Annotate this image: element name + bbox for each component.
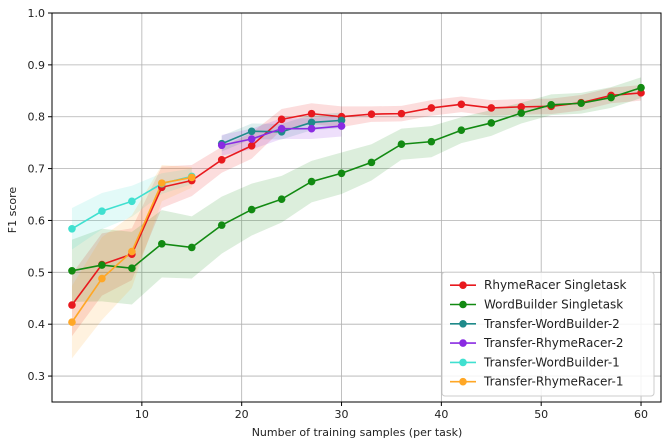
data-point	[247, 135, 256, 143]
x-tick-label: 30	[335, 408, 349, 421]
x-axis-label: Number of training samples (per task)	[252, 426, 463, 439]
data-point	[397, 109, 406, 118]
series-line	[71, 86, 642, 272]
x-tick-label: 20	[235, 408, 249, 421]
data-point	[158, 179, 166, 187]
data-point	[217, 155, 226, 164]
data-point	[98, 261, 106, 269]
y-tick-label: 0.4	[28, 318, 46, 331]
data-point	[128, 247, 136, 256]
legend: RhymeRacer Singletask WordBuilder Singlet…	[441, 271, 655, 397]
confidence-band	[71, 164, 192, 359]
data-point	[337, 116, 346, 125]
legend-entry-label: Transfer-WordBuilder-2	[483, 317, 620, 331]
data-point	[68, 224, 76, 233]
data-point	[217, 141, 226, 150]
data-point	[247, 205, 256, 214]
data-point	[128, 197, 136, 206]
legend-swatch-marker	[459, 377, 467, 386]
data-point	[457, 126, 466, 135]
series-points	[68, 83, 645, 326]
legend-entry-label: Transfer-WordBuilder-1	[483, 355, 620, 369]
data-point	[397, 140, 406, 149]
data-point	[367, 110, 376, 118]
data-point	[307, 124, 316, 133]
data-point	[427, 104, 436, 112]
x-axis-ticks: 10 20 30 40 50 60	[135, 402, 648, 421]
y-tick-label: 0.3	[28, 370, 46, 383]
axes-frame	[51, 12, 662, 403]
legend-entry-label: Transfer-RhymeRacer-2	[483, 336, 623, 350]
data-point	[68, 318, 76, 326]
y-tick-label: 0.6	[28, 214, 46, 227]
data-point	[487, 104, 496, 112]
data-point	[68, 266, 76, 275]
legend-box	[441, 271, 655, 397]
data-point	[337, 122, 346, 130]
legend-swatch-marker	[459, 281, 467, 290]
data-point	[247, 127, 256, 136]
data-point	[607, 93, 615, 102]
x-tick-label: 60	[634, 408, 648, 421]
data-point	[277, 195, 286, 204]
legend-swatch-marker	[459, 300, 467, 309]
y-tick-label: 1.0	[28, 7, 46, 20]
data-point	[337, 169, 346, 178]
data-point	[187, 173, 196, 182]
data-point	[427, 137, 436, 146]
y-tick-label: 0.8	[28, 111, 46, 124]
y-tick-label: 0.9	[28, 59, 46, 72]
data-point	[158, 240, 166, 248]
data-point	[307, 177, 316, 186]
y-axis-label: F1 score	[6, 187, 19, 234]
data-point	[187, 243, 196, 252]
legend-entry-label: RhymeRacer Singletask	[484, 278, 626, 292]
x-tick-label: 40	[434, 408, 448, 421]
y-axis-ticks: 0.3 0.4 0.5 0.6 0.7 0.8 0.9 1.0	[28, 7, 52, 383]
data-point	[128, 264, 136, 272]
data-point	[217, 221, 226, 229]
data-point	[367, 158, 376, 167]
data-point	[547, 101, 555, 109]
data-point	[68, 301, 76, 309]
data-point	[307, 109, 316, 118]
x-tick-label: 50	[534, 408, 548, 421]
data-point	[577, 99, 585, 108]
legend-entry-label: WordBuilder Singletask	[484, 298, 623, 312]
data-point	[307, 118, 316, 127]
y-tick-label: 0.7	[28, 163, 46, 176]
data-point	[98, 274, 106, 283]
legend-swatch-marker	[459, 320, 467, 328]
y-tick-label: 0.5	[28, 266, 46, 279]
data-point	[277, 124, 286, 133]
data-point	[637, 83, 645, 92]
legend-entry-label: Transfer-RhymeRacer-1	[483, 375, 623, 389]
data-point	[517, 109, 526, 117]
data-point	[277, 115, 286, 124]
legend-swatch-marker	[459, 339, 467, 347]
data-point	[457, 100, 466, 109]
data-point	[98, 207, 106, 215]
x-tick-label: 10	[135, 408, 149, 421]
axes-border	[51, 12, 662, 403]
confidence-band	[71, 77, 642, 305]
data-point	[517, 103, 526, 111]
data-point	[247, 141, 256, 150]
data-point	[487, 119, 496, 127]
legend-swatch-marker	[459, 358, 467, 367]
